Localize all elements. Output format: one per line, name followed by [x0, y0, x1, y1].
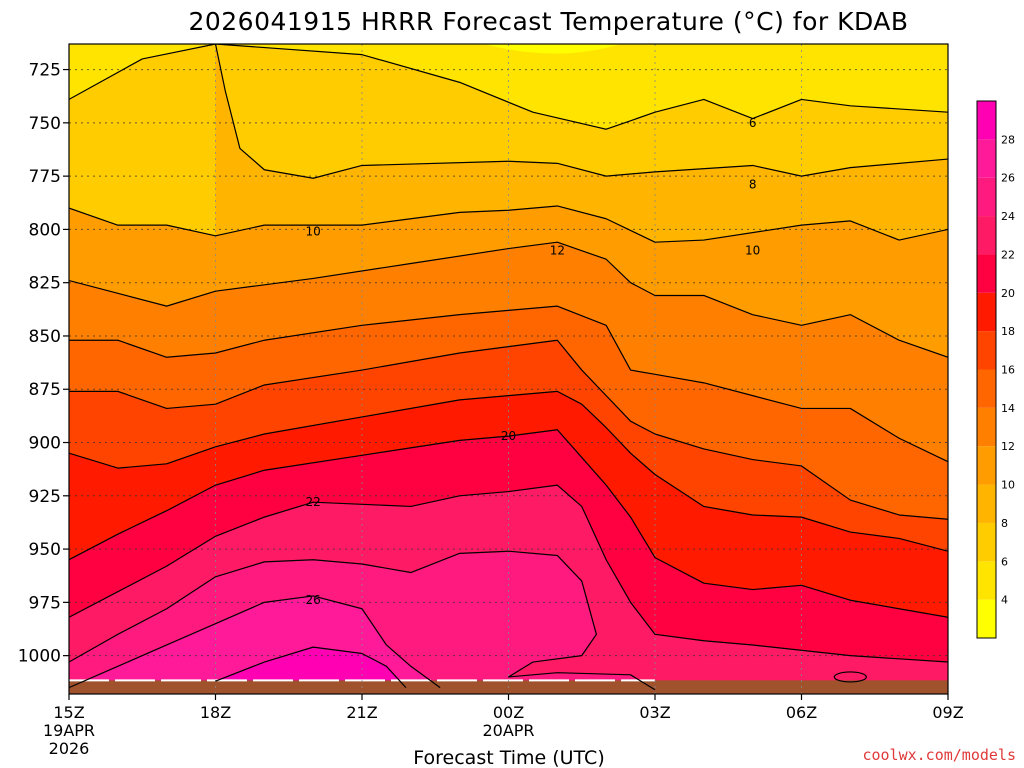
- x-tick-label-21Z: 21Z: [346, 703, 377, 722]
- colorbar-swatch-10: [977, 446, 996, 485]
- colorbar-tick-10: 10: [1001, 479, 1015, 492]
- chart-title: 2026041915 HRRR Forecast Temperature (°C…: [188, 7, 908, 36]
- x-date-label-19APR: 19APR: [43, 721, 95, 740]
- colorbar-swatch-8: [977, 484, 996, 523]
- colorbar-swatch-18: [977, 292, 996, 332]
- colorbar-tick-26: 26: [1001, 172, 1015, 185]
- x-tick-label-15Z: 15Z: [53, 703, 84, 722]
- colorbar-swatch-4: [977, 561, 996, 600]
- x-tick-label-06Z: 06Z: [786, 703, 817, 722]
- x-tick-label-18Z: 18Z: [200, 703, 231, 722]
- colorbar-tick-14: 14: [1001, 402, 1015, 415]
- colorbar-swatch-22: [977, 216, 996, 255]
- colorbar-tick-24: 24: [1001, 210, 1015, 223]
- y-tick-label-900: 900: [29, 434, 61, 454]
- colorbar-swatch-26: [977, 139, 996, 178]
- colorbar-tick-8: 8: [1001, 517, 1008, 530]
- isotherm-24: [69, 550, 656, 691]
- isotherm-lines: [69, 44, 948, 691]
- contour-label-26: 26: [306, 593, 321, 607]
- y-tick-label-875: 875: [29, 380, 61, 400]
- colorbar-swatch-6: [977, 522, 996, 562]
- colorbar-swatch-12: [977, 407, 996, 447]
- colorbar-tick-20: 20: [1001, 287, 1015, 300]
- colorbar-tick-18: 18: [1001, 325, 1015, 338]
- band-top-yellow: [420, 44, 670, 67]
- credit-link[interactable]: coolwx.com/models: [862, 746, 1016, 764]
- contour-label-10: 10: [745, 244, 760, 258]
- colorbar-swatch-14: [977, 369, 996, 408]
- isotherm-22: [69, 484, 948, 663]
- contour-label-20: 20: [501, 429, 516, 443]
- contour-label-22: 22: [306, 495, 321, 509]
- colorbar-swatch-24: [977, 177, 996, 217]
- colorbar-tick-16: 16: [1001, 364, 1015, 377]
- y-tick-label-975: 975: [29, 593, 61, 613]
- contour-label-6: 6: [749, 116, 757, 130]
- colorbar-swatch-16: [977, 331, 996, 370]
- x-axis-label: Forecast Time (UTC): [413, 747, 604, 768]
- colorbar-frame: [976, 100, 997, 639]
- colorbar-legend: 4 6 8 10 12 14 16 18 20 22 24 26 28: [976, 100, 1015, 639]
- pressure-axis: 725 750 775 800 825 850 875 900 925 950 975 1000: [18, 44, 70, 694]
- isotherm-10: [69, 205, 948, 243]
- isotherm-12: [69, 241, 948, 358]
- colorbar-swatch-2: [977, 599, 996, 638]
- y-tick-label-1000: 1000: [18, 647, 61, 667]
- isotherm-28: [215, 646, 407, 689]
- colorbar-swatch-20: [977, 254, 996, 293]
- isotherm-16: [69, 339, 948, 520]
- y-tick-label-925: 925: [29, 487, 61, 507]
- contour-label-12: 12: [550, 244, 565, 258]
- colorbar-swatch-28: [977, 101, 996, 140]
- contour-label-8: 8: [749, 178, 757, 192]
- y-tick-label-725: 725: [29, 61, 61, 81]
- colorbar-tick-22: 22: [1001, 248, 1015, 261]
- y-tick-label-800: 800: [29, 220, 61, 240]
- y-tick-label-950: 950: [29, 540, 61, 560]
- isotherm-26: [69, 595, 441, 689]
- band-top-warmest-yellow: [484, 44, 621, 54]
- colorbar-tick-4: 4: [1001, 594, 1008, 607]
- isotherm-14: [69, 305, 948, 463]
- x-tick-label-03Z: 03Z: [639, 703, 670, 722]
- isotherm-20: [69, 429, 948, 618]
- x-date-label-20APR: 20APR: [482, 721, 534, 740]
- colorbar-tick-28: 28: [1001, 133, 1015, 146]
- contour-label-10: 10: [306, 225, 321, 239]
- temperature-fill-bands: [69, 44, 948, 694]
- contour-labels: 6 8 10 10 12 20 22 26: [306, 116, 761, 607]
- isotherm-18: [69, 390, 948, 552]
- isotherm-8: [214, 44, 948, 179]
- y-tick-label-750: 750: [29, 114, 61, 134]
- x-tick-label-09Z: 09Z: [932, 703, 963, 722]
- x-tick-label-00Z: 00Z: [493, 703, 524, 722]
- colorbar-tick-6: 6: [1001, 555, 1008, 568]
- y-tick-label-850: 850: [29, 327, 61, 347]
- y-tick-label-775: 775: [29, 167, 61, 187]
- x-year-label: 2026: [49, 739, 90, 758]
- isotherm-small-loop: [833, 671, 867, 683]
- colorbar-tick-12: 12: [1001, 440, 1015, 453]
- y-tick-label-825: 825: [29, 274, 61, 294]
- isotherm-6: [69, 44, 948, 130]
